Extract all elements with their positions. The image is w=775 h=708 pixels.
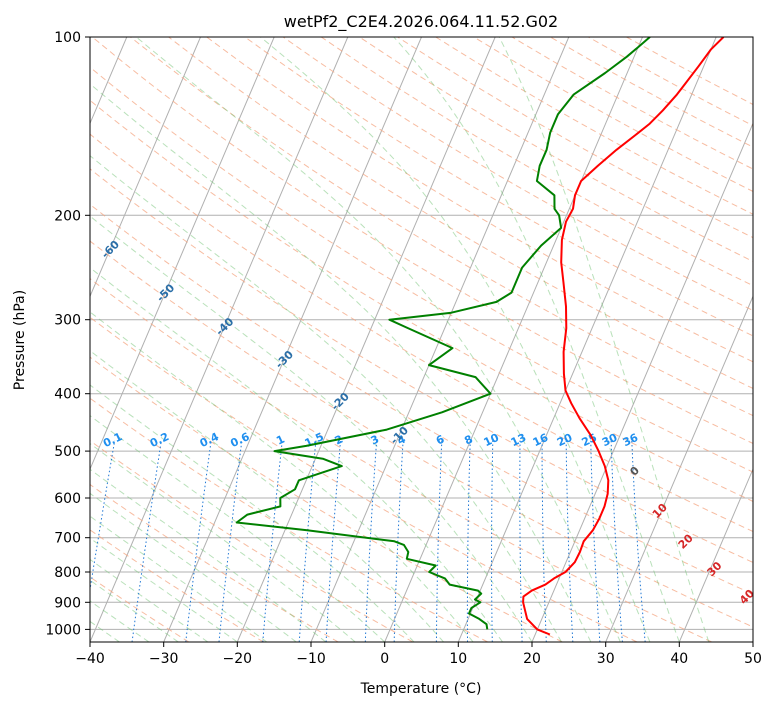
moist-adiabat-line [135,37,621,642]
isotherm-line [384,37,643,642]
dry-adiabat-line [168,37,753,389]
dry-adiabat-line [90,529,264,642]
x-tick-label: −40 [75,651,105,667]
isotherm-line [163,37,422,642]
mixing-ratio-line [435,440,443,642]
y-tick-label: 400 [54,387,81,403]
y-tick-label: 500 [54,444,81,460]
y-axis-label: Pressure (hPa) [12,290,28,390]
mixing-ratio-line [393,440,404,642]
dry-adiabat-line [244,37,753,337]
moist-adiabat-line [260,37,651,642]
background-lines [90,37,753,642]
mixing-ratio-line [131,440,162,642]
moist-adiabat-line [90,579,179,642]
isotherm-line [90,37,275,471]
x-tick-label: −30 [149,651,179,667]
y-tick-label: 300 [54,313,81,329]
dry-adiabat-line [90,203,753,595]
moist-adiabat-line [90,350,444,642]
mixing-ratio-line [325,440,342,642]
y-tick-label: 200 [54,208,81,224]
plot-area [90,37,753,642]
dry-adiabat-line [90,240,753,628]
moist-adiabat-line [90,558,209,642]
mixing-ratio-line [519,440,523,642]
mixing-ratio-label: 13 [509,431,528,449]
isotherm-line [605,295,753,642]
mixing-ratio-line [466,440,471,642]
plot-frame [89,36,754,643]
mixing-ratio-line [262,440,283,642]
isotherm-line [90,37,201,298]
mixing-ratio-line [541,440,547,642]
chart-title: wetPf2_C2E4.2026.064.11.52.G02 [284,12,558,32]
moist-adiabat-line [90,215,533,642]
mixing-ratio-line [364,440,378,642]
moist-adiabat-line [90,468,327,642]
dry-adiabat-line [90,483,339,642]
dry-adiabat-line [90,99,753,502]
isotherm-line [457,37,717,642]
moist-adiabat-line [90,515,268,642]
profile-lines [235,37,725,636]
x-tick-label: 0 [380,651,389,667]
mixing-ratio-line [298,440,317,642]
mixing-ratio-label: 16 [531,431,551,449]
profile-series-line [522,37,725,636]
moist-adiabat-line [90,155,562,642]
x-tick-label: 20 [523,651,541,667]
mixing-ratio-line [185,440,212,642]
dry-adiabat-line [90,168,753,563]
y-tick-label: 900 [54,595,81,611]
mixing-ratio-line [590,440,601,642]
x-tick-label: −10 [296,651,326,667]
dry-adiabat-line [90,356,563,642]
moist-adiabat-line [90,311,474,642]
dry-adiabat-line [90,278,712,642]
x-tick-label: 10 [449,651,467,667]
mixing-ratio-label: 10 [482,431,502,449]
y-tick-label: 100 [54,30,81,46]
y-tick-label: 1000 [45,622,81,638]
isotherm-line [236,37,496,642]
moist-adiabat-line [393,37,680,642]
moist-adiabat-line [90,492,297,642]
isotherm-line [678,467,753,642]
moist-adiabat-line [90,267,503,642]
dry-adiabat-line [130,37,753,417]
moist-adiabat-line [90,415,386,642]
dry-adiabat-line [90,316,638,642]
mixing-ratio-label: 36 [621,431,641,449]
x-tick-label: 40 [670,651,688,667]
mixing-ratio-label: 30 [600,431,620,449]
moist-adiabat-line [498,37,710,642]
x-tick-label: 30 [597,651,615,667]
mixing-ratio-line [218,440,243,642]
isotherm-line [90,37,349,642]
mixing-ratio-label: 25 [580,431,599,449]
dry-adiabat-line [282,37,753,312]
y-tick-label: 600 [54,491,81,507]
axis-ticks: −40 −30 −20 −10 0 10 20 30 40 50 100 200 300 400 500 60… [45,30,762,667]
x-tick-label: −20 [223,651,253,667]
moist-adiabat-line [90,384,415,642]
x-axis-label: Temperature (°C) [360,681,482,697]
mixing-ratio-line [90,440,116,593]
y-tick-label: 800 [54,565,81,581]
moist-adiabat-line [90,537,238,642]
mixing-ratio-line [491,440,494,642]
mixing-ratio-line [610,440,623,642]
mixing-ratio-line [631,440,646,642]
dry-adiabat-line [91,37,753,445]
mixing-ratio-line [565,440,574,642]
mixing-ratio-label: 20 [555,431,575,449]
y-tick-label: 700 [54,531,81,547]
profile-series-line [235,37,651,630]
x-tick-label: 50 [744,651,762,667]
